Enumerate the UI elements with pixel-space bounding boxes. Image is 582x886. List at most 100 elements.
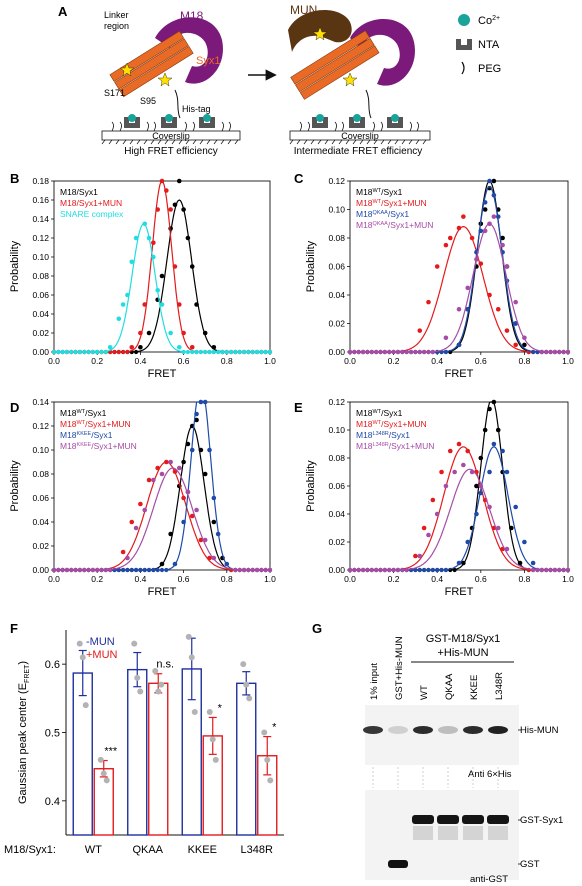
syx1-helices-right xyxy=(290,30,380,100)
band-gst-syx1 xyxy=(412,815,434,824)
data-point-baseline xyxy=(404,567,409,573)
data-point-baseline xyxy=(552,567,558,573)
data-point-baseline xyxy=(60,349,65,355)
data-point-baseline xyxy=(430,567,435,573)
data-point-baseline xyxy=(185,349,191,355)
data-point xyxy=(491,178,497,184)
coverslip-left xyxy=(101,130,241,141)
gaussian-fit-line xyxy=(350,446,568,571)
data-point xyxy=(194,417,199,423)
data-point xyxy=(172,264,178,269)
data-point xyxy=(487,469,492,475)
data-point-baseline xyxy=(56,567,61,573)
band-smear xyxy=(463,826,483,840)
bar xyxy=(236,682,257,836)
x-tick-label: 1.0 xyxy=(562,574,574,584)
x-tick-label: 0.8 xyxy=(518,356,530,366)
legend-entry: M18WT/Syx1 xyxy=(356,187,403,197)
data-point-baseline xyxy=(224,349,229,355)
replicate-dot xyxy=(155,688,162,695)
data-point-baseline xyxy=(422,349,427,355)
data-point xyxy=(522,342,527,348)
y-tick-label: 0.08 xyxy=(32,469,49,479)
mun-label: MUN xyxy=(290,3,317,17)
schematic-high-fret: Linker region M18 Syx1 S171 S95 His-tag … xyxy=(101,9,241,157)
legend-minus-mun: -MUN xyxy=(86,636,115,648)
data-point xyxy=(434,511,440,517)
legend-entry: M18WT/Syx1+MUN xyxy=(356,419,427,429)
x-tick-label: 0.6 xyxy=(178,574,190,584)
data-point xyxy=(509,525,514,531)
band-label-his-mun: His-MUN xyxy=(520,725,559,736)
legend-peg: PEG xyxy=(478,63,501,75)
bar xyxy=(72,672,93,836)
data-point xyxy=(461,462,466,468)
data-point xyxy=(176,302,182,307)
bar xyxy=(93,768,114,836)
y-tick-label: 0.04 xyxy=(32,517,49,527)
m18-label: M18 xyxy=(180,9,204,23)
data-point xyxy=(443,335,449,341)
data-point xyxy=(159,178,165,184)
category-label: L348R xyxy=(241,844,273,856)
replicate-dot xyxy=(137,688,144,695)
data-point xyxy=(189,513,195,519)
data-point-baseline xyxy=(365,567,370,573)
lane-label: KKEE xyxy=(469,675,480,700)
band-his-mun xyxy=(363,726,383,734)
y-tick-label: 0.04 xyxy=(32,309,49,319)
data-point xyxy=(142,221,148,227)
x-axis-label: FRET xyxy=(445,368,474,380)
his-tag-label: His-tag xyxy=(182,104,211,114)
bar xyxy=(127,668,148,836)
data-point-baseline xyxy=(246,349,251,355)
x-tick-label: 0.4 xyxy=(431,574,443,584)
data-point-baseline xyxy=(56,349,61,355)
data-point xyxy=(133,525,139,531)
y-tick-label: 0.08 xyxy=(32,271,49,281)
panel-g-blot: G GST-M18/Syx1 +His-MUN His-MUN Anti 6×H… xyxy=(312,621,563,885)
antibody-label-his: Anti 6×His xyxy=(468,769,512,780)
data-point xyxy=(465,285,471,291)
legend-entry: M18WT/Syx1+MUN xyxy=(60,419,131,429)
data-point xyxy=(439,469,444,475)
data-point xyxy=(465,306,471,312)
data-point xyxy=(142,302,148,307)
data-point xyxy=(461,560,466,566)
band-his-mun xyxy=(488,726,508,734)
data-point xyxy=(198,537,204,543)
data-point-baseline xyxy=(263,567,268,573)
data-point xyxy=(202,399,208,405)
y-tick-label: 0.00 xyxy=(32,347,49,357)
data-point xyxy=(513,321,518,326)
data-point-baseline xyxy=(250,349,255,355)
replicate-dot xyxy=(103,777,110,784)
data-point xyxy=(530,560,536,566)
nta-row-left xyxy=(111,114,231,132)
linker-region-label-2: region xyxy=(104,21,129,31)
data-point xyxy=(465,539,471,545)
band-gst xyxy=(388,860,408,868)
data-point xyxy=(164,459,169,465)
data-point-baseline xyxy=(73,349,78,355)
data-point-baseline xyxy=(400,349,405,355)
band-gst-syx1 xyxy=(462,815,484,824)
data-point xyxy=(181,207,186,212)
x-tick-label: 0.4 xyxy=(431,356,443,366)
data-point-baseline xyxy=(259,567,264,573)
data-point xyxy=(159,471,165,477)
legend-entry: SNARE complex xyxy=(60,209,124,219)
data-point xyxy=(185,441,191,447)
data-point xyxy=(465,448,471,454)
data-point xyxy=(176,178,182,184)
band-smear xyxy=(438,826,458,840)
data-point-baseline xyxy=(565,567,571,573)
data-point-baseline xyxy=(535,567,540,573)
data-point-baseline xyxy=(241,567,247,573)
data-point-baseline xyxy=(69,349,74,355)
y-tick-label: 0.4 xyxy=(45,796,60,808)
y-tick-label: 0.02 xyxy=(32,541,49,551)
data-point xyxy=(142,507,148,513)
data-point-baseline xyxy=(159,567,165,573)
x-tick-label: 0.4 xyxy=(134,574,146,584)
